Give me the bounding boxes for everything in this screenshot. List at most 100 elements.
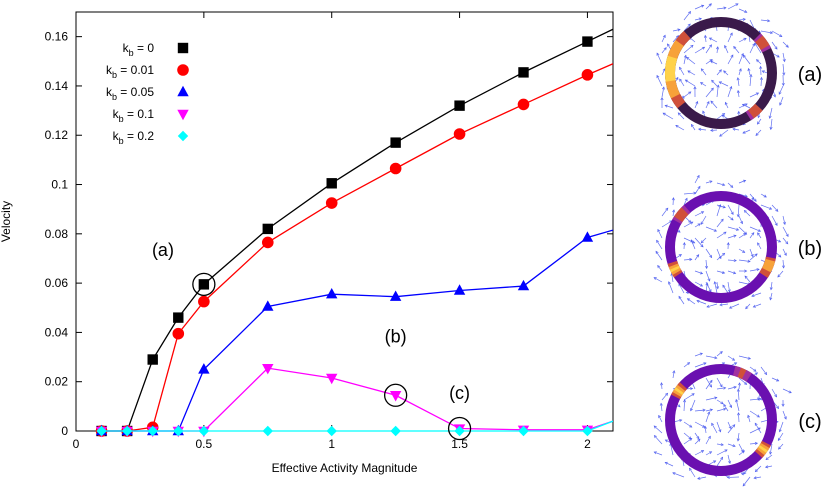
ring-hotspot <box>764 273 766 276</box>
ring-hotspot <box>744 375 747 376</box>
flow-arrow <box>783 227 788 236</box>
flow-arrow <box>684 433 691 439</box>
legend-marker <box>178 131 188 141</box>
ring-hotspot <box>680 41 682 43</box>
data-point <box>390 391 401 401</box>
ring-hotspot <box>671 83 672 86</box>
ring-hotspot <box>677 45 679 48</box>
ring-hotspot <box>759 39 761 41</box>
ring-hotspot <box>747 376 750 378</box>
ring-hotspot <box>677 98 679 101</box>
flow-arrow <box>778 271 783 277</box>
flow-arrow <box>657 53 662 64</box>
ring-hotspot <box>768 263 769 266</box>
data-point <box>148 354 158 364</box>
flow-arrow <box>743 477 750 486</box>
data-point <box>454 284 465 294</box>
flow-arrow <box>745 276 750 282</box>
ring-hotspot <box>764 446 766 449</box>
ring-hotspot <box>671 81 672 84</box>
ring-hotspot <box>671 59 672 62</box>
y-tick-label: 0.06 <box>45 276 69 290</box>
legend-label: kb = 0 <box>123 41 155 58</box>
legend-label-value: = 0.2 <box>124 129 155 143</box>
flow-arrow <box>717 457 723 466</box>
ring-hotspot <box>678 390 680 393</box>
flow-arrow <box>695 47 705 53</box>
series-line <box>102 368 613 431</box>
ring-hotspot <box>678 217 680 220</box>
legend-marker <box>177 64 189 76</box>
ring-hotspot <box>757 37 759 39</box>
flow-arrow <box>761 367 767 375</box>
flow-arrow <box>684 45 693 53</box>
flow-arrow <box>717 450 727 455</box>
y-tick-label: 0.14 <box>45 79 69 93</box>
flow-arrow <box>734 47 739 53</box>
flow-arrow <box>717 219 723 227</box>
flow-arrow <box>685 80 695 86</box>
flow-arrow <box>706 4 711 9</box>
flow-arrow <box>684 222 693 227</box>
flow-arrow <box>728 4 738 9</box>
flow-arrow <box>695 422 705 427</box>
flow-arrow <box>717 253 725 260</box>
ring-hotspot <box>767 265 768 268</box>
data-point <box>262 237 274 249</box>
ring-hotspot <box>680 388 682 390</box>
series-3 <box>96 364 613 437</box>
data-point <box>518 280 529 290</box>
data-point <box>198 296 210 308</box>
ring-hotspot <box>675 96 676 99</box>
ring-hotspot <box>757 107 759 109</box>
flow-arrow <box>717 232 726 238</box>
flow-arrow <box>654 426 662 433</box>
flow-arrow <box>783 42 788 47</box>
ring-hotspot <box>678 100 680 103</box>
flow-arrow <box>739 227 747 234</box>
ring-snapshot-2: (c) <box>654 352 821 486</box>
snapshot-label: (c) <box>798 411 821 433</box>
flow-arrow <box>723 285 728 293</box>
flow-arrow <box>739 54 743 64</box>
flow-arrow <box>772 31 782 37</box>
flow-arrow <box>663 113 673 119</box>
flow-arrow <box>772 42 777 49</box>
ring-hotspot <box>676 394 677 397</box>
ring-hotspot <box>759 452 761 454</box>
data-point <box>327 178 337 188</box>
ring-hotspot <box>681 386 683 388</box>
x-tick-label: 0.5 <box>196 437 213 451</box>
series-layer <box>96 29 613 437</box>
ring-hotspot <box>762 448 764 451</box>
ring-snapshots: (a)(b)(c) <box>654 4 822 486</box>
data-point <box>390 137 400 147</box>
ring-hotspot <box>677 272 679 275</box>
flow-arrow <box>711 101 717 108</box>
ring-hotspot <box>672 88 673 91</box>
ring-hotspot <box>685 35 687 37</box>
x-axis-label: Effective Activity Magnitude <box>272 461 418 475</box>
data-point <box>199 279 209 289</box>
flow-arrow <box>662 393 668 400</box>
ring-hotspot <box>764 45 766 48</box>
y-tick-label: 0.12 <box>45 128 69 142</box>
legend-label-value: = 0 <box>134 41 155 55</box>
flow-arrow <box>679 296 684 304</box>
flow-arrow <box>691 400 695 411</box>
ring-hotspot <box>679 103 681 105</box>
ring-hotspot <box>760 450 762 452</box>
x-tick-label: 2 <box>584 437 591 451</box>
legend-label-value: = 0.01 <box>117 63 154 77</box>
ring-hotspot <box>762 43 764 46</box>
flow-arrow <box>728 205 733 214</box>
flow-arrow <box>728 55 733 64</box>
ring-hotspot <box>769 260 770 263</box>
ring-hotspot <box>674 267 675 270</box>
flow-arrow <box>750 44 754 53</box>
x-tick-label: 1 <box>328 437 335 451</box>
data-point <box>173 312 183 322</box>
